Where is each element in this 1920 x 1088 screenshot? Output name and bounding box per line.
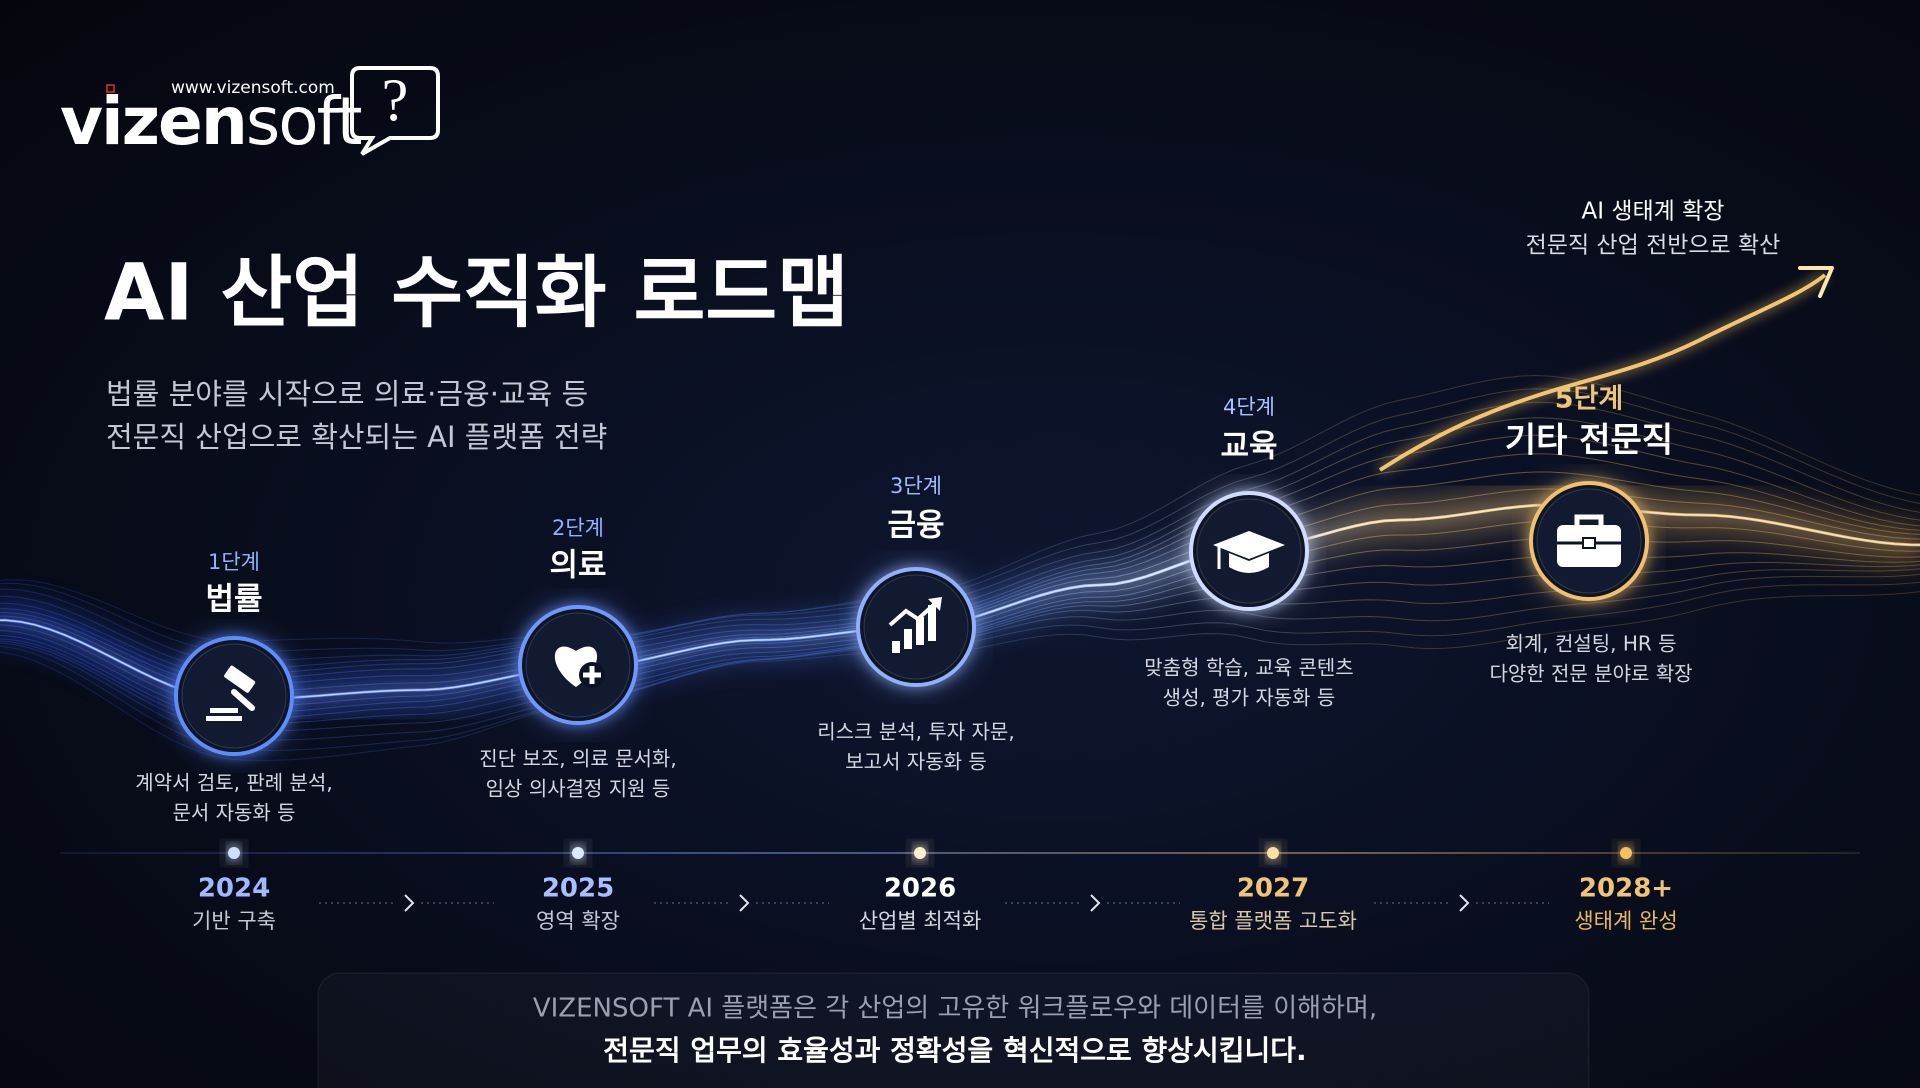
icon-shape xyxy=(231,689,255,711)
timeline-chevron xyxy=(404,894,415,912)
timeline-dot xyxy=(228,847,240,859)
timeline-year: 2026 xyxy=(884,874,956,904)
stage-description: 리스크 분석, 투자 자문, xyxy=(817,720,1014,744)
timeline-label: 통합 플랫폼 고도화 xyxy=(1189,909,1357,933)
stage-icon xyxy=(554,646,605,688)
timeline-label: 영역 확장 xyxy=(536,909,620,933)
timeline-year: 2024 xyxy=(198,874,270,904)
timeline-chevron xyxy=(1090,894,1101,912)
logo-url: www.vizensoft.com xyxy=(171,78,335,98)
icon-shape xyxy=(583,666,601,684)
title: AI 산업 수직화 로드맵 xyxy=(104,248,849,338)
subtitle-line: 전문직 산업으로 확산되는 AI 플랫폼 전략 xyxy=(106,420,607,454)
icon-shape xyxy=(1213,531,1285,559)
stage-name: 교육 xyxy=(1220,429,1277,465)
stage-icon xyxy=(1213,531,1285,573)
stage-name: 법률 xyxy=(205,582,262,618)
subtitle-line: 법률 분야를 시작으로 의료·금융·교육 등 xyxy=(106,377,588,411)
stage-icon xyxy=(206,665,256,721)
logo-name-light: soft xyxy=(246,83,362,160)
stage-description: 임상 의사결정 지원 등 xyxy=(486,777,671,801)
footer-line: VIZENSOFT AI 플랫폼은 각 산업의 고유한 워크플로우와 데이터를 … xyxy=(533,994,1377,1024)
timeline-year: 2028+ xyxy=(1579,874,1673,904)
stage-name: 기타 전문직 xyxy=(1505,421,1673,461)
stage-description: 다양한 전문 분야로 확장 xyxy=(1489,662,1692,686)
timeline: 2024 기반 구축 2025 영역 확장 2026 산업별 최적화 2027 통합 플랫폼 … xyxy=(192,841,1678,933)
stage-name: 의료 xyxy=(549,548,606,584)
stage-description: 맞춤형 학습, 교육 콘텐츠 xyxy=(1144,656,1353,680)
stage-description: 보고서 자동화 등 xyxy=(845,750,987,774)
annotation-line: 전문직 산업 전반으로 확산 xyxy=(1526,233,1781,259)
stage-icon xyxy=(888,597,942,653)
stage-step: 5단계 xyxy=(1555,384,1623,415)
growth-arrowhead xyxy=(1798,266,1834,298)
footer-box xyxy=(317,972,1590,1088)
icon-shape xyxy=(916,617,924,645)
stage-step: 4단계 xyxy=(1223,395,1275,419)
timeline-label: 생태계 완성 xyxy=(1574,909,1677,933)
logo: www.vizensoft.com vizensoft ? xyxy=(60,66,440,160)
icon-shape xyxy=(1229,553,1269,573)
stage-name: 금융 xyxy=(887,508,944,544)
icon-shape xyxy=(904,629,912,649)
timeline-dot xyxy=(1267,847,1279,859)
timeline-dot xyxy=(914,847,926,859)
icon-shape xyxy=(892,641,900,653)
icon-shape xyxy=(928,597,942,611)
growth-arrow xyxy=(1378,273,1827,472)
stage-step: 1단계 xyxy=(208,550,260,574)
icon-shape xyxy=(210,708,238,713)
icon-shape xyxy=(1582,537,1596,549)
icon-shape xyxy=(888,599,940,627)
icon-shape xyxy=(1574,514,1604,525)
logo-mark: ? xyxy=(382,67,409,133)
icon-shape xyxy=(224,665,256,693)
stage-step: 3단계 xyxy=(890,474,942,498)
logo-name: vizensoft xyxy=(60,83,362,160)
timeline-chevron xyxy=(1459,894,1470,912)
logo-dot xyxy=(106,84,115,93)
stage-description: 생성, 평가 자동화 등 xyxy=(1163,686,1336,710)
stage-description: 문서 자동화 등 xyxy=(172,801,295,825)
timeline-label: 기반 구축 xyxy=(192,909,276,933)
timeline-label: 산업별 최적화 xyxy=(859,909,982,933)
stage-step: 2단계 xyxy=(552,516,604,540)
stage-description: 계약서 검토, 판례 분석, xyxy=(135,771,332,795)
stage-description: 회계, 컨설팅, HR 등 xyxy=(1505,632,1676,656)
timeline-dot xyxy=(572,847,584,859)
logo-bubble xyxy=(350,66,440,156)
timeline-dot xyxy=(1620,847,1632,859)
logo-name-bold: vizen xyxy=(60,83,246,160)
timeline-year: 2025 xyxy=(542,874,614,904)
stage-icon xyxy=(1557,514,1621,567)
stage-description: 진단 보조, 의료 문서화, xyxy=(479,747,676,771)
timeline-chevron xyxy=(739,894,750,912)
annotation-line: AI 생태계 확장 xyxy=(1582,199,1725,225)
icon-shape xyxy=(928,605,936,641)
footer-line: 전문직 업무의 효율성과 정확성을 혁신적으로 향상시킵니다. xyxy=(603,1034,1306,1067)
icon-shape xyxy=(206,716,242,721)
timeline-year: 2027 xyxy=(1237,874,1309,904)
